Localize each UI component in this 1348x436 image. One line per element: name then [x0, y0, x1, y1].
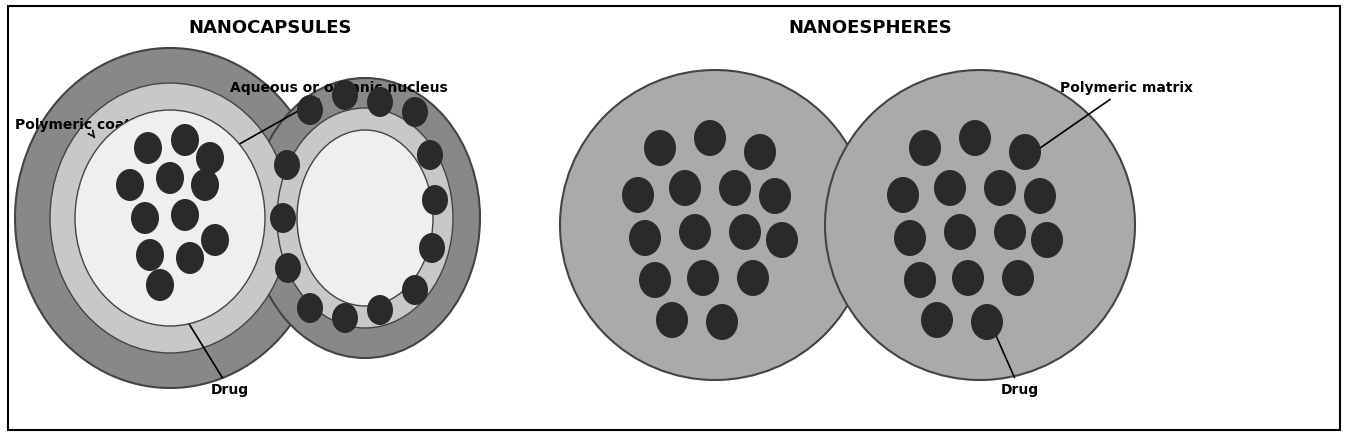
Text: Drug: Drug — [167, 289, 249, 397]
Ellipse shape — [1031, 222, 1064, 258]
Ellipse shape — [171, 199, 200, 231]
Ellipse shape — [402, 97, 429, 127]
Ellipse shape — [630, 220, 661, 256]
Ellipse shape — [958, 120, 991, 156]
Ellipse shape — [766, 222, 798, 258]
Ellipse shape — [993, 214, 1026, 250]
Ellipse shape — [201, 224, 229, 256]
Ellipse shape — [559, 70, 869, 380]
Ellipse shape — [894, 220, 926, 256]
Ellipse shape — [15, 48, 325, 388]
Ellipse shape — [944, 214, 976, 250]
Ellipse shape — [644, 130, 675, 166]
Ellipse shape — [921, 302, 953, 338]
Ellipse shape — [297, 95, 324, 125]
Ellipse shape — [249, 78, 480, 358]
Text: NANOCAPSULES: NANOCAPSULES — [189, 19, 352, 37]
Ellipse shape — [136, 239, 164, 271]
Ellipse shape — [971, 304, 1003, 340]
Ellipse shape — [332, 80, 359, 110]
Ellipse shape — [694, 120, 727, 156]
Ellipse shape — [156, 162, 183, 194]
Ellipse shape — [1002, 260, 1034, 296]
Ellipse shape — [116, 169, 144, 201]
Ellipse shape — [50, 83, 290, 353]
Ellipse shape — [275, 253, 301, 283]
Ellipse shape — [887, 177, 919, 213]
Ellipse shape — [639, 262, 671, 298]
Ellipse shape — [909, 130, 941, 166]
Text: NANOESPHERES: NANOESPHERES — [789, 19, 952, 37]
Ellipse shape — [274, 150, 301, 180]
Ellipse shape — [367, 87, 394, 117]
Ellipse shape — [825, 70, 1135, 380]
Ellipse shape — [679, 214, 710, 250]
Ellipse shape — [332, 303, 359, 333]
Text: Drug: Drug — [992, 326, 1039, 397]
Ellipse shape — [656, 302, 687, 338]
Text: Aqueous or organic nucleus: Aqueous or organic nucleus — [224, 81, 448, 153]
Ellipse shape — [669, 170, 701, 206]
Text: Polymeric coating: Polymeric coating — [15, 118, 155, 137]
Ellipse shape — [131, 202, 159, 234]
Ellipse shape — [177, 242, 204, 274]
Ellipse shape — [297, 293, 324, 323]
Ellipse shape — [417, 140, 443, 170]
Ellipse shape — [195, 142, 224, 174]
Ellipse shape — [737, 260, 768, 296]
Ellipse shape — [146, 269, 174, 301]
Ellipse shape — [133, 132, 162, 164]
Ellipse shape — [729, 214, 762, 250]
Ellipse shape — [687, 260, 718, 296]
Text: Polymeric matrix: Polymeric matrix — [1034, 81, 1193, 152]
Ellipse shape — [759, 178, 791, 214]
Ellipse shape — [191, 169, 218, 201]
Ellipse shape — [419, 233, 445, 263]
Ellipse shape — [276, 108, 453, 328]
Ellipse shape — [952, 260, 984, 296]
Ellipse shape — [984, 170, 1016, 206]
Ellipse shape — [1024, 178, 1055, 214]
Ellipse shape — [1010, 134, 1041, 170]
Ellipse shape — [905, 262, 936, 298]
Ellipse shape — [270, 203, 297, 233]
Ellipse shape — [744, 134, 776, 170]
Ellipse shape — [402, 275, 429, 305]
Ellipse shape — [706, 304, 737, 340]
Ellipse shape — [171, 124, 200, 156]
Ellipse shape — [75, 110, 266, 326]
Ellipse shape — [367, 295, 394, 325]
Ellipse shape — [934, 170, 967, 206]
Ellipse shape — [621, 177, 654, 213]
Ellipse shape — [422, 185, 448, 215]
Ellipse shape — [718, 170, 751, 206]
Ellipse shape — [297, 130, 433, 306]
